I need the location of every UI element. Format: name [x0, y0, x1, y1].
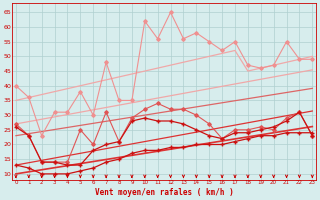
X-axis label: Vent moyen/en rafales ( km/h ): Vent moyen/en rafales ( km/h ) [95, 188, 234, 197]
